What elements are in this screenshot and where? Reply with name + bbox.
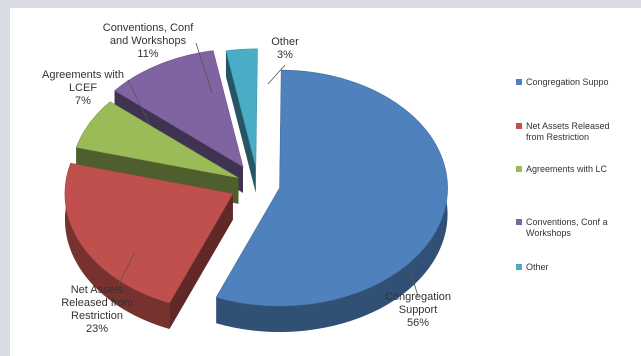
pie-slice-2 (64, 162, 234, 329)
pie-slice-top (114, 50, 244, 168)
pie-slice-1 (215, 69, 448, 333)
data-label: Other 3% (271, 36, 299, 61)
legend-label: Congregation Suppo (526, 77, 609, 87)
legend-entry: Other (516, 262, 549, 272)
pie-slice-top (64, 162, 234, 304)
pie-slice-side (64, 163, 170, 329)
legend-swatch (516, 123, 522, 129)
leader-line (409, 269, 419, 297)
pie-slice-top (75, 101, 239, 179)
legend-label: Agreements with LC (526, 164, 608, 174)
legend-label: Other (526, 262, 549, 272)
data-label: Net Assets Released from Restriction 23% (61, 284, 133, 335)
leader-line (127, 79, 151, 126)
legend-swatch (516, 79, 522, 85)
legend-swatch (516, 264, 522, 270)
pie-slice-5 (225, 48, 258, 193)
legend-entry: Congregation Suppo (516, 77, 609, 87)
data-label: Agreements with LCEF 7% (42, 69, 124, 107)
legend-swatch (516, 166, 522, 172)
legend-label: Net Assets Released from Restriction (526, 121, 610, 142)
pie-slice-top (225, 48, 258, 167)
legend-entry: Conventions, Conf a Workshops (516, 217, 608, 238)
data-label: Conventions, Conf and Workshops 11% (103, 22, 194, 60)
legend-entry: Agreements with LC (516, 164, 608, 174)
legend-swatch (516, 219, 522, 225)
pie-slice-side (216, 70, 448, 333)
data-label: Congregation Support 56% (385, 291, 451, 329)
pie-slice-edge (169, 193, 233, 329)
pie-slice-top (215, 69, 448, 307)
legend-label: Conventions, Conf a Workshops (526, 217, 608, 238)
leader-line (267, 64, 286, 85)
leader-line (117, 251, 136, 286)
pie-slice-edge (225, 50, 256, 193)
leader-line (195, 42, 213, 94)
legend-entry: Net Assets Released from Restriction (516, 121, 610, 142)
